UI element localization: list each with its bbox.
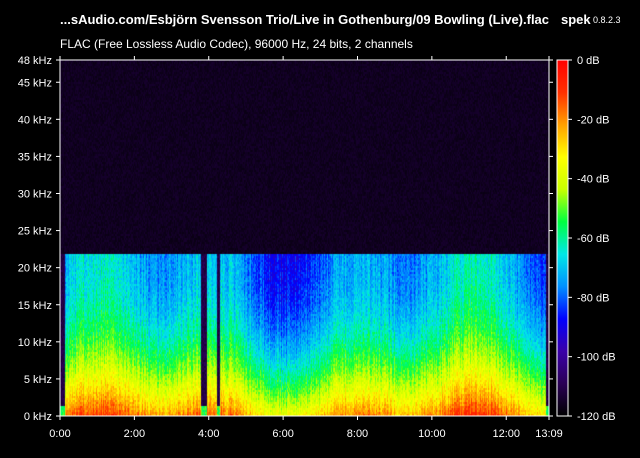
x-tick-label: 13:09 xyxy=(535,428,563,440)
db-tick-label: 0 dB xyxy=(577,55,600,67)
y-tick-label: 0 kHz xyxy=(24,411,52,423)
spectrogram-image xyxy=(60,60,549,416)
y-tick-label: 15 kHz xyxy=(18,300,52,312)
app-name: spek xyxy=(561,12,591,27)
x-tick-label: 10:00 xyxy=(418,428,446,440)
db-tick-label: -80 dB xyxy=(577,292,609,304)
color-bar: 0 dB -20 dB -40 dB -60 dB -80 dB -100 dB -120 … xyxy=(556,55,616,423)
plot-frame xyxy=(59,59,550,417)
x-tick-label: 6:00 xyxy=(272,428,293,440)
db-tick-label: -60 dB xyxy=(577,233,609,245)
db-tick-label: -100 dB xyxy=(577,352,616,364)
y-tick-label: 10 kHz xyxy=(18,337,52,349)
y-tick-label: 20 kHz xyxy=(18,263,52,275)
axes: 0 kHz 5 kHz 10 kHz 15 kHz 20 kHz 25 kHz 30 kHz… xyxy=(18,55,563,440)
db-tick-label: -40 dB xyxy=(577,174,609,186)
x-tick-label: 8:00 xyxy=(347,428,368,440)
x-tick-label: 4:00 xyxy=(198,428,219,440)
stream-info: FLAC (Free Lossless Audio Codec), 96000 … xyxy=(60,37,413,51)
app-version: 0.8.2.3 xyxy=(593,15,621,25)
file-path-title: ...sAudio.com/Esbjörn Svensson Trio/Live… xyxy=(60,12,550,27)
y-tick-label: 5 kHz xyxy=(24,374,52,386)
color-bar-gradient xyxy=(556,59,569,417)
y-tick-label: 45 kHz xyxy=(18,77,52,89)
spectrogram-plot xyxy=(60,60,549,416)
y-tick-label: 25 kHz xyxy=(18,226,52,238)
db-tick-label: -20 dB xyxy=(577,114,609,126)
y-tick-label: 48 kHz xyxy=(18,55,52,67)
db-tick-label: -120 dB xyxy=(577,411,616,423)
y-tick-label: 35 kHz xyxy=(18,151,52,163)
x-tick-label: 2:00 xyxy=(124,428,145,440)
y-tick-label: 40 kHz xyxy=(18,114,52,126)
x-tick-label: 0:00 xyxy=(49,428,70,440)
y-tick-label: 30 kHz xyxy=(18,189,52,201)
x-tick-label: 12:00 xyxy=(492,428,520,440)
